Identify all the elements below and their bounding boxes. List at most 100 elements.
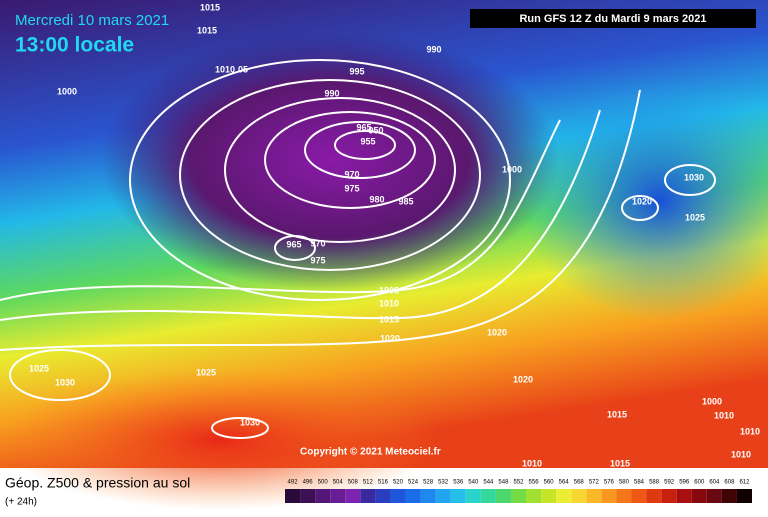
scale-label: 496 (303, 480, 314, 486)
isobar-label: 1020 (632, 196, 652, 206)
scale-cell (465, 489, 481, 503)
scale-label: 576 (604, 480, 615, 486)
isobar-label: 990 (426, 44, 441, 54)
isobar-label: 1020 (487, 327, 507, 337)
isobar-label: 1020 (513, 374, 533, 384)
scale-label: 604 (709, 480, 720, 486)
scale-cell (480, 489, 496, 503)
scale-label: 508 (348, 480, 359, 486)
isobar-label: 1030 (55, 377, 75, 387)
run-info: Run GFS 12 Z du Mardi 9 mars 2021 (519, 13, 706, 25)
isobar-label: 950 (368, 125, 383, 135)
isobar-label: 965 (286, 239, 301, 249)
isobar-label: 1005 (379, 285, 399, 295)
isobar-label: 1010 (731, 449, 751, 459)
scale-label: 572 (589, 480, 600, 486)
isobar-label: 985 (398, 196, 413, 206)
isobar-label: 1025 (29, 363, 49, 373)
scale-label: 532 (438, 480, 449, 486)
scale-label: 612 (739, 480, 750, 486)
scale-label: 524 (408, 480, 419, 486)
scale-cell (721, 489, 737, 503)
isobar-label: 970 (344, 169, 359, 179)
isobar-label: 1015 (200, 2, 220, 12)
scale-cell (495, 489, 511, 503)
isobar-label: 970 (310, 238, 325, 248)
isobar-label: 1015 (610, 458, 630, 468)
scale-label: 564 (559, 480, 570, 486)
scale-cell (435, 489, 451, 503)
isobar-label: 1010 (714, 410, 734, 420)
isobar-label: 955 (360, 136, 375, 146)
isobar-label: 1000 (702, 396, 722, 406)
scale-label: 592 (664, 480, 675, 486)
scale-label: 600 (694, 480, 705, 486)
scale-cell (736, 489, 752, 503)
isobar-label: 995 (349, 66, 364, 76)
isobars (0, 59, 716, 439)
isobar-label: 990 (324, 88, 339, 98)
scale-label: 608 (724, 480, 735, 486)
isobar-label: 975 (344, 183, 359, 193)
scale-cell (571, 489, 587, 503)
scale-cell (360, 489, 376, 503)
scale-label: 500 (318, 480, 329, 486)
scale-cell (661, 489, 677, 503)
low-pressure-area (100, 30, 560, 290)
isobar-label: 1015 (379, 314, 399, 324)
scale-cell (375, 489, 391, 503)
scale-cell (541, 489, 557, 503)
scale-cell (315, 489, 331, 503)
scale-label: 528 (423, 480, 434, 486)
scale-cell (646, 489, 662, 503)
copyright: Copyright © 2021 Meteociel.fr (300, 447, 441, 458)
scale-cell (526, 489, 542, 503)
isobar-label: 1025 (685, 212, 705, 222)
scale-cell (586, 489, 602, 503)
scale-cell (450, 489, 466, 503)
scale-label: 568 (574, 480, 585, 486)
isobar-label: 1030 (684, 172, 704, 182)
scale-cell (616, 489, 632, 503)
isobar-label: 1025 (196, 367, 216, 377)
footer-title: Géop. Z500 & pression au sol (5, 475, 190, 491)
scale-label: 560 (544, 480, 555, 486)
scale-cell (390, 489, 406, 503)
forecast-date: Mercredi 10 mars 2021 (15, 12, 169, 29)
scale-cell (601, 489, 617, 503)
isobar-label: 980 (369, 194, 384, 204)
run-box (470, 9, 756, 28)
isobar-label: 1020 (380, 333, 400, 343)
scale-label: 556 (529, 480, 540, 486)
isobar-label: 1010 (522, 458, 542, 468)
scale-cell (285, 489, 301, 503)
scale-label: 492 (288, 480, 299, 486)
scale-cell (676, 489, 692, 503)
forecast-time: 13:00 locale (15, 34, 134, 57)
isobar-label: 1010 (215, 64, 235, 74)
scale-cell (510, 489, 527, 503)
isobar-label: 975 (310, 255, 325, 265)
scale-label: 536 (453, 480, 464, 486)
scale-label: 588 (649, 480, 660, 486)
scale-label: 512 (363, 480, 374, 486)
scale-label: 516 (378, 480, 389, 486)
isobar-label: 1015 (607, 409, 627, 419)
scale-label: 584 (634, 480, 645, 486)
isobar-label: 1000 (502, 164, 522, 174)
footer-lead: (+ 24h) (5, 497, 37, 508)
isobar-label: 1010 (740, 426, 760, 436)
scale-cell (345, 489, 361, 503)
scale-cell (556, 489, 572, 503)
scale-cell (691, 489, 707, 503)
isobar-label: 1000 (57, 86, 77, 96)
scale-label: 544 (483, 480, 494, 486)
scale-cell (420, 489, 436, 503)
scale-label: 540 (468, 480, 479, 486)
scale-label: 548 (498, 480, 509, 486)
isobar-label: 1015 (197, 25, 217, 35)
scale-label: 596 (679, 480, 690, 486)
